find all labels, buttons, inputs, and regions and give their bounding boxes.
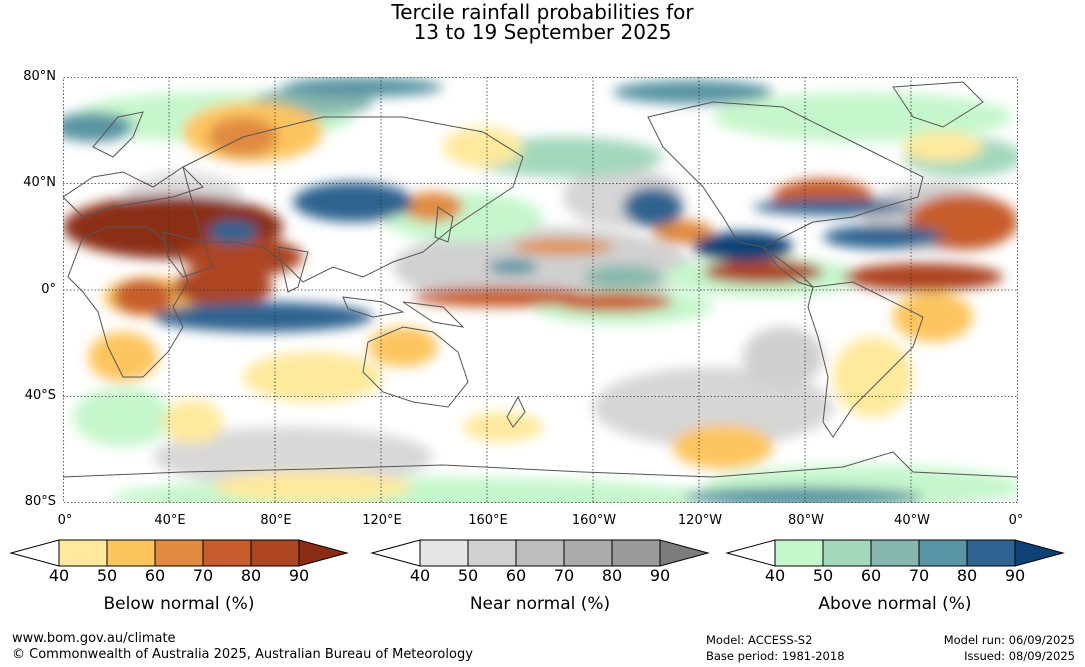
colorbar-segment	[250, 539, 300, 567]
above-normal-label: Above normal (%)	[818, 594, 972, 614]
colorbar-segment	[918, 539, 968, 567]
colorbar-tick-label: 60	[860, 566, 882, 585]
colorbar-segment	[870, 539, 920, 567]
probability-field	[63, 77, 1018, 503]
colorbar-left-tip	[725, 539, 776, 567]
colorbar-tick-label: 50	[812, 566, 834, 585]
lat-label-80n: 80°N	[23, 69, 56, 84]
colorbar-tick-label: 70	[908, 566, 930, 585]
lon-label-80e: 80°E	[260, 513, 292, 528]
colorbar-tick-label: 50	[457, 566, 479, 585]
lat-label-40n: 40°N	[23, 175, 56, 190]
lat-label-0: 0°	[41, 282, 56, 297]
colorbar-right-tip	[1014, 539, 1065, 567]
lon-label-160e: 160°E	[468, 513, 508, 528]
colorbar-right-tip	[298, 539, 349, 567]
lon-label-160w: 160°W	[571, 513, 617, 528]
colorbar-segment	[58, 539, 108, 567]
colorbar-segment	[467, 539, 517, 567]
colorbar-tick-label: 50	[96, 566, 118, 585]
colorbar-tick-label: 90	[649, 566, 671, 585]
colorbar-tick-label: 40	[764, 566, 786, 585]
map-title-line2: 13 to 19 September 2025	[413, 20, 672, 44]
colorbar-tick-label: 90	[288, 566, 310, 585]
lon-label-40w: 40°W	[894, 513, 930, 528]
colorbar-tick-label: 60	[144, 566, 166, 585]
colorbar-segment	[822, 539, 872, 567]
colorbar-tick-label: 70	[192, 566, 214, 585]
colorbar-tick-label: 60	[505, 566, 527, 585]
graticule	[63, 77, 1018, 503]
lon-label-0-east: 0°	[1008, 513, 1024, 528]
lat-label-40s: 40°S	[24, 388, 56, 403]
below-normal-label: Below normal (%)	[103, 594, 255, 614]
lon-label-120e: 120°E	[362, 513, 402, 528]
rainfall-probability-map	[63, 77, 1018, 503]
lon-label-40e: 40°E	[154, 513, 186, 528]
colorbar-segment	[154, 539, 204, 567]
copyright-text: © Commonwealth of Australia 2025, Austra…	[12, 647, 473, 662]
colorbar-segment	[966, 539, 1016, 567]
colorbar-tick-label: 90	[1004, 566, 1026, 585]
colorbar-segment	[202, 539, 252, 567]
lon-label-120w: 120°W	[677, 513, 723, 528]
base-period-text: Base period: 1981-2018	[706, 649, 845, 663]
colorbar-tick-label: 70	[553, 566, 575, 585]
colorbar-segment	[774, 539, 824, 567]
near-normal-label: Near normal (%)	[469, 594, 611, 614]
colorbar-segment	[106, 539, 156, 567]
colorbar-left-tip	[9, 539, 60, 567]
colorbar-tick-label: 80	[956, 566, 978, 585]
colorbar-left-tip	[370, 539, 421, 567]
colorbar-tick-label: 40	[48, 566, 70, 585]
colorbar-segment	[419, 539, 469, 567]
colorbar-tick-label: 80	[601, 566, 623, 585]
map-title-line1: Tercile rainfall probabilities for	[391, 0, 694, 24]
issued-text: Issued: 08/09/2025	[964, 649, 1075, 663]
model-text: Model: ACCESS-S2	[706, 633, 813, 647]
colorbar-segment	[515, 539, 565, 567]
coastlines	[63, 81, 1018, 478]
colorbar-segment	[563, 539, 613, 567]
colorbar-right-tip	[659, 539, 710, 567]
colorbar-near-normal	[370, 539, 710, 567]
colorbar-tick-label: 40	[409, 566, 431, 585]
lat-label-80s: 80°S	[24, 494, 56, 509]
colorbar-above-normal	[725, 539, 1065, 567]
colorbar-segment	[611, 539, 661, 567]
website-link[interactable]: www.bom.gov.au/climate	[12, 631, 176, 646]
lon-label-0: 0°	[57, 513, 73, 528]
colorbar-below-normal	[9, 539, 349, 567]
colour-bars	[9, 539, 1065, 567]
colorbar-tick-label: 80	[240, 566, 262, 585]
model-run-text: Model run: 06/09/2025	[943, 633, 1075, 647]
lon-label-80w: 80°W	[788, 513, 824, 528]
